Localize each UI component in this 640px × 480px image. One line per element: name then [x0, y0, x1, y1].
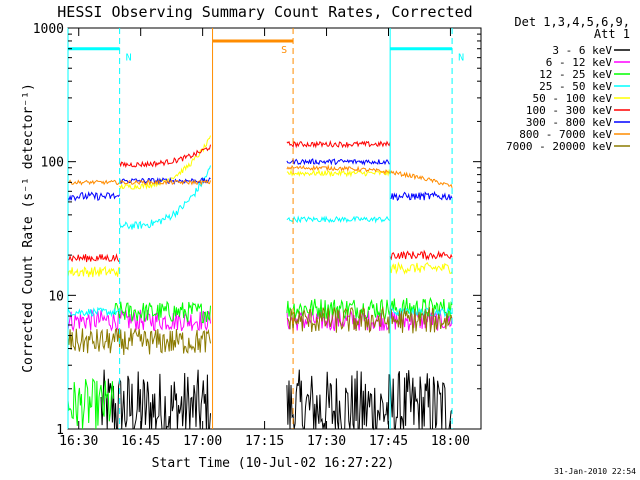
x-axis-label: Start Time (10-Jul-02 16:27:22): [152, 456, 395, 471]
marker-label: N: [126, 53, 132, 64]
chart-title: HESSI Observing Summary Count Rates, Cor…: [57, 3, 472, 21]
series-line: [286, 140, 391, 149]
plot-area: N NS: [67, 27, 482, 431]
series-100-300-kev: [68, 140, 453, 263]
x-tick-label: 17:30: [307, 434, 346, 449]
y-tick-label: 1: [56, 423, 64, 438]
footer-timestamp: 31-Jan-2010 22:54: [554, 467, 636, 476]
x-tick-label: 16:30: [59, 434, 98, 449]
series-7000-20000-kev: [67, 306, 453, 356]
y-tick-label: 1000: [33, 22, 64, 37]
series-50-100-kev: [67, 135, 453, 278]
legend-header-line-2: Att 1: [594, 27, 630, 41]
series-line: [67, 377, 114, 430]
legend-header-line-1: Det 1,3,4,5,6,9,: [514, 15, 630, 29]
x-tick-label: 17:00: [183, 434, 222, 449]
x-tick-label: 17:15: [245, 434, 284, 449]
legend-entry-label: 800 - 7000 keV: [519, 128, 612, 141]
y-tick-label: 10: [48, 289, 64, 304]
legend-entry-label: 300 - 800 keV: [526, 116, 612, 129]
series-line: [286, 215, 391, 224]
legend-entry-label: 12 - 25 keV: [539, 68, 612, 81]
legend-entry-label: 6 - 12 keV: [546, 56, 613, 69]
marker-label: S: [281, 45, 287, 56]
series-line: [389, 249, 453, 261]
series-800-7000-kev: [67, 164, 453, 188]
y-tick-label: 100: [41, 156, 64, 171]
series-25-50-kev: [67, 165, 453, 318]
legend-entry-label: 3 - 6 keV: [552, 44, 612, 57]
series-line: [119, 165, 211, 230]
legend-entry-label: 25 - 50 keV: [539, 80, 612, 93]
series-line: [389, 306, 453, 318]
series-line: [390, 190, 453, 202]
x-axis: 16:30 16:45 17:00 17:15 17:30 17:45 18:00: [59, 28, 470, 449]
x-tick-label: 16:45: [121, 434, 160, 449]
series-layer: [67, 135, 453, 431]
legend-entry-label: 100 - 300 keV: [526, 104, 612, 117]
series-line: [68, 253, 120, 263]
series-line: [67, 306, 121, 318]
series-line: [113, 300, 211, 324]
series-line: [67, 179, 211, 187]
legend-entry-label: 50 - 100 keV: [533, 92, 613, 105]
series-line: [67, 191, 121, 202]
series-line: [389, 261, 453, 275]
series-line: [286, 296, 453, 320]
series-line: [286, 164, 453, 188]
x-tick-label: 17:45: [369, 434, 408, 449]
series-line: [67, 327, 211, 356]
y-axis-label: Corrected Count Rate (s⁻¹ detector⁻¹): [21, 83, 36, 373]
series-line: [286, 157, 391, 166]
marker-label: N: [458, 53, 464, 64]
series-line: [67, 265, 120, 278]
series-line: [286, 306, 453, 334]
series-line: [119, 144, 211, 169]
legend-entry-label: 7000 - 20000 keV: [506, 140, 612, 153]
series-line: [286, 168, 391, 178]
y-axis: 1 10 100 1000: [33, 22, 481, 438]
series-12-25-kev: [67, 296, 453, 430]
x-tick-label: 18:00: [431, 434, 470, 449]
marker-layer: N NS: [67, 28, 464, 429]
series-line: [286, 369, 453, 431]
